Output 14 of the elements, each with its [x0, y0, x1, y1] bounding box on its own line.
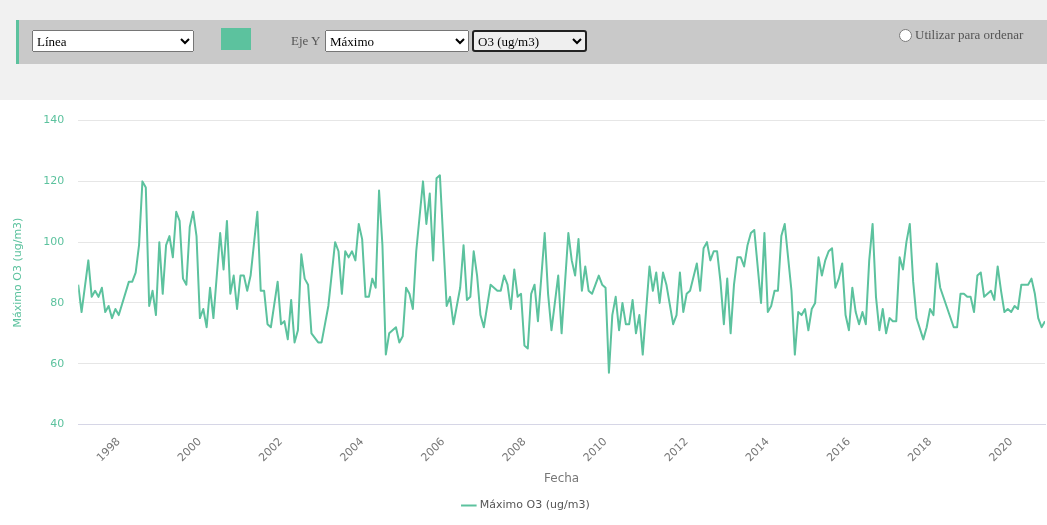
legend-label: Máximo O3 (ug/m3): [479, 498, 590, 512]
text: Utilizar para ordenar: [915, 27, 1024, 43]
text: Eje Y: [291, 33, 321, 49]
y-tick-label: 140: [43, 113, 65, 127]
x-axis-title: Fecha: [544, 470, 580, 485]
y-axis-title: Máximo O3 (ug/m3): [11, 217, 25, 328]
y-tick-label: 60: [50, 356, 65, 370]
y-tick-label: 40: [50, 417, 65, 431]
y-axis-select: Máximo: [325, 30, 469, 52]
variable-select: O3 (ug/m3): [472, 30, 587, 52]
y-tick-label: 100: [43, 235, 65, 249]
y-tick-label: 80: [50, 295, 65, 309]
y-tick-label: 120: [43, 174, 65, 188]
chart-type-select: Línea: [32, 30, 194, 52]
